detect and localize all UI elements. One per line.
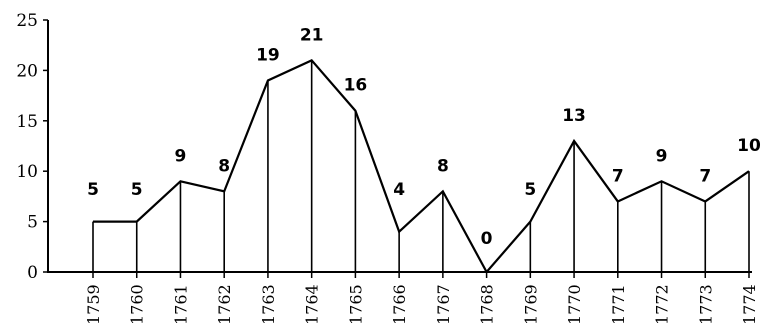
x-tick-label: 1760 <box>128 284 147 325</box>
x-tick-label: 1773 <box>696 284 715 325</box>
y-tick-label: 20 <box>16 61 38 81</box>
y-tick-label: 0 <box>27 263 38 283</box>
data-label: 21 <box>300 25 324 45</box>
data-label: 7 <box>699 166 711 186</box>
y-tick-label: 25 <box>16 11 38 31</box>
data-label: 4 <box>393 180 405 200</box>
data-label: 0 <box>481 229 493 249</box>
y-tick-labels: 0 5 10 15 20 25 <box>16 11 38 283</box>
data-label: 9 <box>175 146 187 166</box>
data-label: 16 <box>344 76 368 96</box>
x-tick-label: 1766 <box>390 284 409 325</box>
y-tick-label: 10 <box>16 162 38 182</box>
x-tick-label: 1765 <box>346 284 365 325</box>
y-tick-label: 15 <box>16 112 38 132</box>
x-tick-label: 1768 <box>478 284 497 325</box>
x-tick-label: 1772 <box>653 284 672 325</box>
data-label: 5 <box>131 180 143 200</box>
data-label: 7 <box>612 166 624 186</box>
x-tick-label: 1771 <box>609 284 628 325</box>
data-label: 19 <box>256 45 280 65</box>
data-label: 13 <box>562 106 586 126</box>
series-line <box>93 58 750 274</box>
x-tick-label: 1762 <box>215 284 234 325</box>
data-label: 5 <box>524 180 536 200</box>
series-group <box>93 58 750 274</box>
x-tick-label: 1759 <box>84 284 103 325</box>
x-tick-label: 1763 <box>259 284 278 325</box>
data-label: 5 <box>87 180 99 200</box>
x-tick-label: 1767 <box>434 284 453 325</box>
y-tick-label: 5 <box>27 213 38 233</box>
data-label: 10 <box>737 136 761 156</box>
x-tick-labels: 1759 1760 1761 1762 1763 1764 1765 1766 1767 1768… <box>84 284 759 325</box>
data-label: 9 <box>656 146 668 166</box>
data-labels: 5 5 9 8 19 21 16 4 8 0 5 13 7 9 7 10 <box>87 25 761 249</box>
x-tick-label: 1769 <box>521 284 540 325</box>
x-tick-label: 1761 <box>171 284 190 325</box>
data-label: 8 <box>437 156 449 176</box>
x-tick-label: 1770 <box>565 284 584 325</box>
drop-lines <box>92 60 750 272</box>
data-label: 8 <box>218 156 230 176</box>
x-tick-label: 1774 <box>740 284 759 325</box>
axes <box>43 19 752 278</box>
x-tick-label: 1764 <box>303 284 322 325</box>
